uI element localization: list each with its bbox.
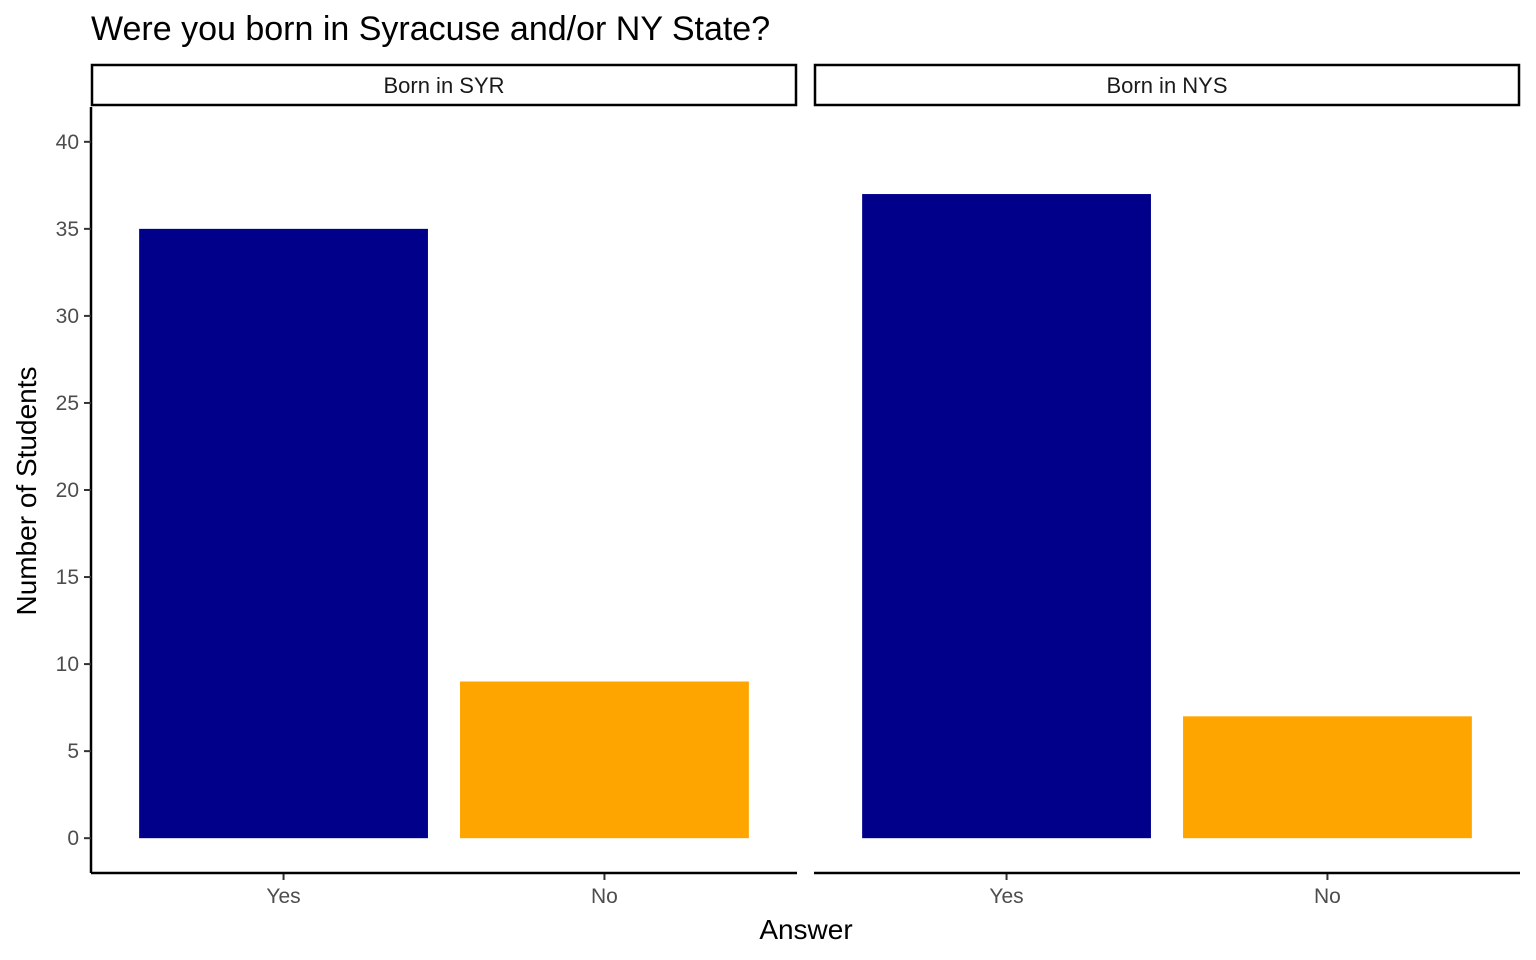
facet-strip-label: Born in NYS [1106, 73, 1227, 98]
facet-panels: Born in SYR Yes No Born in NYS Yes No [90, 63, 1521, 908]
bar-no [460, 681, 749, 839]
bar-yes [862, 194, 1151, 839]
y-tick-label: 5 [67, 740, 79, 763]
y-axis-title: Number of Students [11, 366, 42, 615]
facet-panel: Born in NYS Yes No [813, 63, 1521, 908]
y-tick-label: 10 [56, 653, 79, 676]
x-tick-label: No [591, 885, 618, 908]
facet-strip [90, 63, 798, 107]
facet-panel: Born in SYR Yes No [90, 63, 798, 908]
facet-strip [813, 63, 1521, 107]
y-tick-label: 40 [56, 131, 79, 154]
x-tick-label: Yes [989, 885, 1023, 908]
y-tick-label: 15 [56, 566, 79, 589]
chart-title: Were you born in Syracuse and/or NY Stat… [91, 10, 770, 48]
y-tick-label: 30 [56, 305, 79, 328]
facet-strip-label: Born in SYR [383, 73, 504, 98]
x-tick-label: No [1314, 885, 1341, 908]
y-tick-label: 20 [56, 479, 79, 502]
x-axis-title: Answer [759, 914, 852, 945]
bar-yes [139, 228, 428, 839]
y-tick-label: 25 [56, 392, 79, 415]
y-tick-label: 35 [56, 218, 79, 241]
y-tick-label: 0 [67, 827, 79, 850]
x-tick-label: Yes [266, 885, 300, 908]
y-axis: 0 5 10 15 20 25 30 35 40 [56, 107, 93, 873]
bar-no [1183, 716, 1472, 839]
